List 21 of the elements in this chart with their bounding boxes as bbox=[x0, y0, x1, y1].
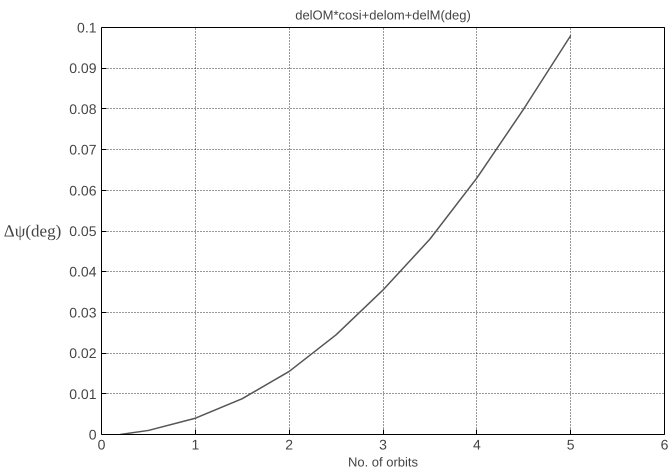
x-tick-label: 5 bbox=[566, 436, 575, 452]
y-tick-label: 0.07 bbox=[69, 142, 97, 158]
y-tick-label: 0.05 bbox=[69, 223, 97, 239]
y-axis-title: Δψ(deg) bbox=[4, 222, 62, 240]
x-tick-label: 4 bbox=[472, 436, 481, 452]
y-tick-label: 0 bbox=[88, 426, 97, 442]
y-tick-label: 0.08 bbox=[69, 100, 97, 117]
y-tick-label: 0.04 bbox=[69, 264, 97, 280]
x-tick-label: 1 bbox=[191, 436, 200, 452]
y-tick-label: 0.09 bbox=[69, 60, 97, 76]
line-series bbox=[120, 34, 572, 434]
x-tick-label: 3 bbox=[379, 436, 388, 452]
y-tick-label: 0.1 bbox=[77, 20, 97, 36]
x-axis-title: No. of orbits bbox=[348, 454, 419, 470]
y-tick-label: 0.03 bbox=[69, 304, 97, 320]
y-tick-label: 0.01 bbox=[69, 386, 97, 402]
y-tick-label: 0.06 bbox=[69, 182, 97, 198]
y-tick-label: 0.02 bbox=[69, 345, 97, 362]
chart-title: delOM*cosi+delom+delM(deg) bbox=[295, 8, 471, 22]
x-tick-label: 6 bbox=[660, 436, 669, 452]
x-tick-label: 2 bbox=[285, 436, 294, 452]
